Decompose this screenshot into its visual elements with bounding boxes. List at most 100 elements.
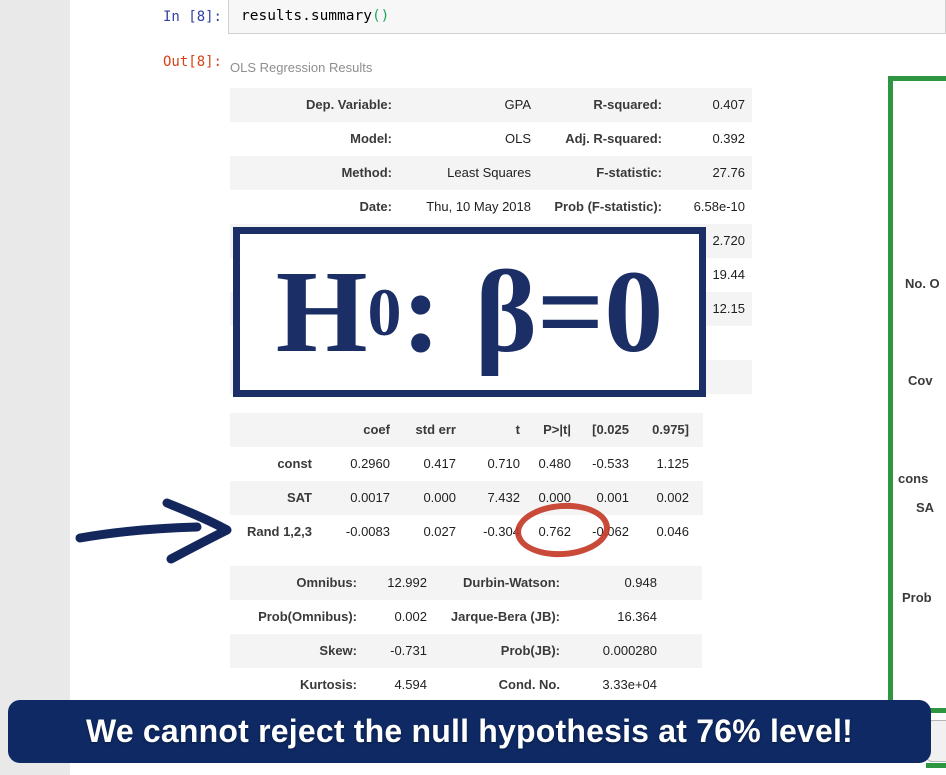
ols-results-caption: OLS Regression Results <box>230 60 373 75</box>
table-row: Model: OLS Adj. R-squared: 0.392 <box>230 122 752 156</box>
cropped-text-fragment: No. O <box>905 276 940 291</box>
stat-label: Method: <box>341 165 392 180</box>
stat-value: 4.594 <box>394 677 427 692</box>
stat-value: 3.33e+04 <box>602 677 657 692</box>
stat-value: 2.720 <box>712 233 745 248</box>
stat-label: F-statistic: <box>596 165 662 180</box>
page-left-gutter <box>0 0 70 775</box>
coefficients-table: coef std err t P>|t| [0.025 0.975] const… <box>230 413 703 549</box>
ci-high-value: 0.046 <box>656 524 689 539</box>
std-err-value: 0.000 <box>423 490 456 505</box>
stat-label: Omnibus: <box>296 575 357 590</box>
col-header <box>230 413 312 447</box>
col-header-coef: coef <box>363 422 390 437</box>
cropped-text-fragment: cons <box>898 471 929 486</box>
ci-low-value: -0.533 <box>592 456 629 471</box>
cropped-text-fragment: Prob <box>902 590 932 605</box>
stat-value: 0.407 <box>712 97 745 112</box>
coef-name: SAT <box>286 490 312 505</box>
stat-label: Dep. Variable: <box>306 97 392 112</box>
col-header-t: t <box>515 422 520 437</box>
stat-label: Jarque-Bera (JB): <box>450 609 560 624</box>
ci-high-value: 1.125 <box>656 456 689 471</box>
table-row: Omnibus: 12.992 Durbin-Watson: 0.948 <box>230 566 702 600</box>
stat-value: 0.392 <box>712 131 745 146</box>
stat-label: Prob(JB): <box>500 643 560 658</box>
ci-low-value: -0.062 <box>592 524 629 539</box>
t-value: -0.304 <box>483 524 520 539</box>
output-prompt: Out[8]: <box>162 54 222 70</box>
coef-value: 0.2960 <box>350 456 390 471</box>
std-err-value: 0.027 <box>423 524 456 539</box>
table-row: 19.44 <box>230 258 752 292</box>
stat-value: 16.364 <box>617 609 657 624</box>
table-row: Kurtosis: 4.594 Cond. No. 3.33e+04 <box>230 668 702 702</box>
coef-row-sat: SAT 0.0017 0.000 7.432 0.000 0.001 0.002 <box>230 481 703 515</box>
hand-drawn-arrow-icon <box>75 498 232 564</box>
code-text[interactable]: results.summary() <box>241 8 389 24</box>
stat-label: Cond. No. <box>498 677 560 692</box>
t-value: 7.432 <box>487 490 520 505</box>
stat-label: Model: <box>350 131 392 146</box>
stat-value: 0.948 <box>624 575 657 590</box>
col-header-std-err: std err <box>415 422 456 437</box>
coef-row-rand: Rand 1,2,3 -0.0083 0.027 -0.304 0.762 -0… <box>230 515 703 549</box>
table-row: Method: Least Squares F-statistic: 27.76 <box>230 156 752 190</box>
h0-symbol: H <box>275 246 368 377</box>
col-header-ci-low: [0.025 <box>592 422 629 437</box>
cropped-text-fragment: SA <box>916 500 935 515</box>
col-header-pvalue: P>|t| <box>543 422 571 437</box>
stat-value: 19.44 <box>712 267 745 282</box>
caption-text: We cannot reject the null hypothesis at … <box>86 713 853 749</box>
coef-row-const: const 0.2960 0.417 0.710 0.480 -0.533 1.… <box>230 447 703 481</box>
caption-banner: We cannot reject the null hypothesis at … <box>8 700 931 763</box>
green-highlight-box <box>888 76 946 713</box>
coef-header-row: coef std err t P>|t| [0.025 0.975] <box>230 413 703 447</box>
h0-colon: : <box>401 246 441 377</box>
table-row: Skew: -0.731 Prob(JB): 0.000280 <box>230 634 702 668</box>
code-parentheses: () <box>371 8 390 24</box>
t-value: 0.710 <box>487 456 520 471</box>
stat-value: 0.000280 <box>602 643 657 658</box>
stat-label: Prob(Omnibus): <box>258 609 357 624</box>
p-value-circled: 0.762 <box>538 524 571 539</box>
beta-equals-zero: β=0 <box>474 246 664 377</box>
coef-name: Rand 1,2,3 <box>246 524 312 539</box>
ci-high-value: 0.002 <box>656 490 689 505</box>
table-row: Prob(Omnibus): 0.002 Jarque-Bera (JB): 1… <box>230 600 702 634</box>
input-prompt: In [8]: <box>162 9 222 25</box>
stat-value: -0.731 <box>390 643 427 658</box>
cropped-text-fragment: Cov <box>908 373 933 388</box>
stat-value: 12.992 <box>387 575 427 590</box>
stat-value: 6.58e-10 <box>693 199 745 214</box>
stat-label: Date: <box>359 199 392 214</box>
stat-value: 0.002 <box>394 609 427 624</box>
col-header-ci-high: 0.975] <box>652 422 689 437</box>
coef-value: -0.0083 <box>345 524 390 539</box>
p-value: 0.480 <box>538 456 571 471</box>
table-row: Dep. Variable: GPA R-squared: 0.407 <box>230 88 752 122</box>
stat-label: R-squared: <box>593 97 662 112</box>
stat-value: Thu, 10 May 2018 <box>426 199 531 214</box>
h0-subscript: 0 <box>367 274 402 350</box>
stat-value: 12.15 <box>712 301 745 316</box>
stat-label: Kurtosis: <box>299 677 357 692</box>
ols-summary-bottom-table: Omnibus: 12.992 Durbin-Watson: 0.948 Pro… <box>230 566 702 702</box>
stat-label: Adj. R-squared: <box>565 131 662 146</box>
stat-value: Least Squares <box>447 165 531 180</box>
coef-name: const <box>277 456 312 471</box>
stat-value: 27.76 <box>712 165 745 180</box>
stat-value: OLS <box>504 131 531 146</box>
stat-value: GPA <box>504 97 532 112</box>
stat-label: Skew: <box>319 643 357 658</box>
stat-label: Prob (F-statistic): <box>554 199 662 214</box>
code-expression: results.summary <box>241 8 372 24</box>
coef-value: 0.0017 <box>350 490 390 505</box>
table-row: Date: Thu, 10 May 2018 Prob (F-statistic… <box>230 190 752 224</box>
ci-low-value: 0.001 <box>596 490 629 505</box>
code-cell-input[interactable] <box>228 0 946 34</box>
green-border-segment <box>926 763 946 768</box>
std-err-value: 0.417 <box>423 456 456 471</box>
p-value: 0.000 <box>538 490 571 505</box>
